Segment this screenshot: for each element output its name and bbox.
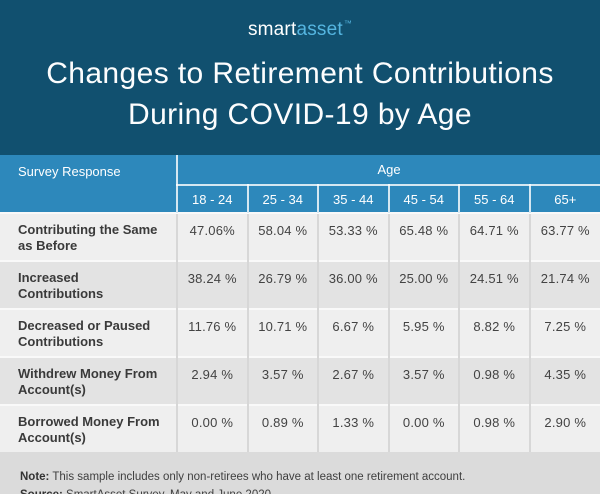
value-cell: 47.06%	[176, 213, 248, 261]
smartasset-logo: smartasset™	[0, 13, 600, 41]
note-text: This sample includes only non-retirees w…	[52, 471, 466, 483]
page-title: Changes to Retirement Contributions Duri…	[0, 53, 600, 135]
column-header-age-45-54: 45 - 54	[387, 185, 459, 213]
value-cell: 5.95 %	[387, 309, 459, 357]
table-row-decreased-paused: Decreased or Paused Contributions 11.76 …	[0, 309, 600, 357]
survey-table: Survey Response Age 18 - 24 25 - 34 35 -…	[0, 155, 600, 452]
value-cell: 8.82 %	[458, 309, 530, 357]
value-cell: 1.33 %	[317, 405, 389, 452]
value-cell: 36.00 %	[317, 261, 389, 309]
column-header-age-18-24: 18 - 24	[176, 185, 248, 213]
page-title-line-2: During COVID-19 by Age	[128, 98, 472, 131]
row-label: Withdrew Money From Account(s)	[18, 366, 158, 397]
table-body: Contributing the Same as Before 47.06% 5…	[0, 213, 600, 452]
logo-text-smart: smart	[247, 19, 297, 40]
table-row-contributing-same: Contributing the Same as Before 47.06% 5…	[0, 213, 600, 261]
column-header-age-35-44: 35 - 44	[317, 185, 389, 213]
value-cell: 25.00 %	[387, 261, 459, 309]
value-cell: 26.79 %	[246, 261, 318, 309]
table-row-increased: Increased Contributions 38.24 % 26.79 % …	[0, 261, 600, 309]
value-cell: 65.48 %	[387, 213, 459, 261]
source-line: Source: SmartAsset Survey, May and June …	[20, 486, 580, 494]
footnote: Note: This sample includes only non-reti…	[0, 452, 600, 494]
value-cell: 0.98 %	[458, 357, 530, 405]
value-cell: 4.35 %	[528, 357, 600, 405]
value-cell: 0.98 %	[458, 405, 530, 452]
value-cell: 2.90 %	[528, 405, 600, 452]
banner: smartasset™ Changes to Retirement Contri…	[0, 0, 600, 155]
logo-text-asset: asset	[296, 19, 343, 40]
table-row-withdrew: Withdrew Money From Account(s) 2.94 % 3.…	[0, 357, 600, 405]
value-cell: 64.71 %	[458, 213, 530, 261]
value-cell: 3.57 %	[387, 357, 459, 405]
value-cell: 7.25 %	[528, 309, 600, 357]
value-cell: 53.33 %	[317, 213, 389, 261]
table-header-row-group: Survey Response Age	[0, 155, 600, 213]
column-group-header-age: Age	[175, 155, 600, 186]
table-row-borrowed: Borrowed Money From Account(s) 0.00 % 0.…	[0, 405, 600, 452]
note-line: Note: This sample includes only non-reti…	[20, 468, 580, 486]
value-cell: 11.76 %	[176, 309, 248, 357]
value-cell: 21.74 %	[528, 261, 600, 309]
value-cell: 0.89 %	[246, 405, 318, 452]
value-cell: 0.00 %	[387, 405, 459, 452]
value-cell: 58.04 %	[246, 213, 318, 261]
value-cell: 0.00 %	[176, 405, 248, 452]
column-header-age-65plus: 65+	[528, 185, 600, 213]
row-label: Contributing the Same as Before	[18, 222, 158, 253]
row-label: Borrowed Money From Account(s)	[18, 414, 160, 445]
trademark-symbol: ™	[343, 19, 353, 28]
note-label: Note:	[20, 471, 50, 483]
row-label: Decreased or Paused Contributions	[18, 318, 151, 349]
value-cell: 24.51 %	[458, 261, 530, 309]
value-cell: 2.67 %	[317, 357, 389, 405]
row-label: Increased Contributions	[18, 270, 104, 301]
value-cell: 3.57 %	[246, 357, 318, 405]
page-title-line-1: Changes to Retirement Contributions	[46, 57, 554, 90]
table-header-row-ages: 18 - 24 25 - 34 35 - 44 45 - 54 55 - 64 …	[0, 185, 600, 213]
value-cell: 38.24 %	[176, 261, 248, 309]
source-label: Source:	[20, 489, 63, 494]
value-cell: 6.67 %	[317, 309, 389, 357]
value-cell: 63.77 %	[528, 213, 600, 261]
value-cell: 2.94 %	[176, 357, 248, 405]
column-header-survey-response: Survey Response	[0, 155, 177, 213]
value-cell: 10.71 %	[246, 309, 318, 357]
table-header: Survey Response Age 18 - 24 25 - 34 35 -…	[0, 155, 600, 213]
column-header-age-55-64: 55 - 64	[458, 185, 530, 213]
source-text: SmartAsset Survey, May and June 2020	[66, 489, 271, 494]
column-header-age-25-34: 25 - 34	[246, 185, 318, 213]
